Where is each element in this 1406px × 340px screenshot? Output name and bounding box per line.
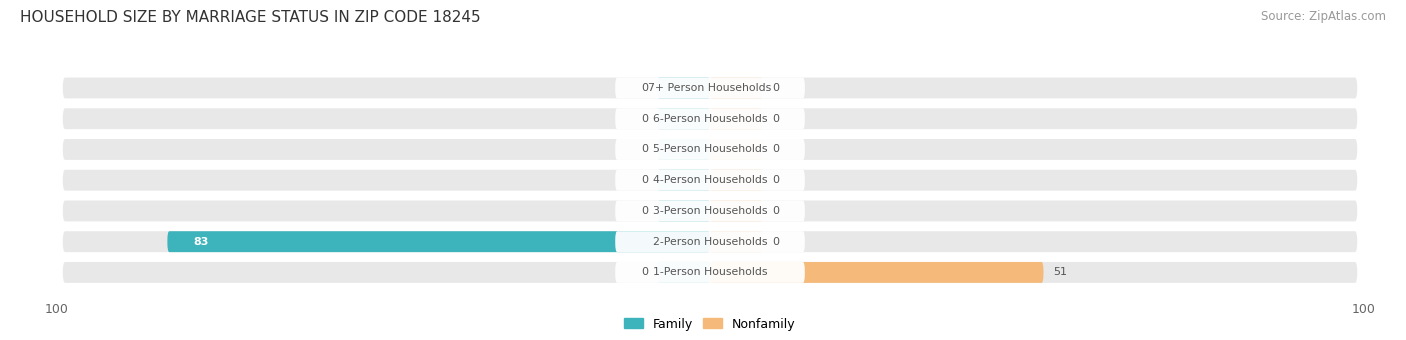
Text: 6-Person Households: 6-Person Households (652, 114, 768, 124)
Text: 83: 83 (194, 237, 209, 247)
Text: 0: 0 (772, 144, 779, 154)
FancyBboxPatch shape (63, 108, 1357, 129)
FancyBboxPatch shape (710, 262, 1043, 283)
FancyBboxPatch shape (63, 139, 1357, 160)
FancyBboxPatch shape (616, 78, 804, 99)
FancyBboxPatch shape (658, 139, 710, 160)
Text: 1-Person Households: 1-Person Households (652, 268, 768, 277)
FancyBboxPatch shape (710, 139, 762, 160)
FancyBboxPatch shape (63, 78, 1357, 99)
FancyBboxPatch shape (658, 78, 710, 99)
FancyBboxPatch shape (63, 201, 1357, 221)
FancyBboxPatch shape (63, 170, 1357, 191)
FancyBboxPatch shape (616, 170, 804, 191)
Text: 0: 0 (772, 237, 779, 247)
Text: 0: 0 (641, 175, 648, 185)
Text: 4-Person Households: 4-Person Households (652, 175, 768, 185)
FancyBboxPatch shape (616, 262, 804, 283)
FancyBboxPatch shape (710, 108, 762, 129)
Text: HOUSEHOLD SIZE BY MARRIAGE STATUS IN ZIP CODE 18245: HOUSEHOLD SIZE BY MARRIAGE STATUS IN ZIP… (20, 10, 481, 25)
Text: Source: ZipAtlas.com: Source: ZipAtlas.com (1261, 10, 1386, 23)
Text: 0: 0 (772, 206, 779, 216)
Legend: Family, Nonfamily: Family, Nonfamily (619, 312, 801, 336)
FancyBboxPatch shape (710, 231, 762, 252)
FancyBboxPatch shape (616, 201, 804, 221)
FancyBboxPatch shape (616, 108, 804, 129)
FancyBboxPatch shape (710, 170, 762, 191)
Text: 0: 0 (772, 114, 779, 124)
Text: 0: 0 (641, 268, 648, 277)
FancyBboxPatch shape (710, 201, 762, 221)
Text: 0: 0 (641, 206, 648, 216)
Text: 0: 0 (641, 144, 648, 154)
Text: 0: 0 (641, 114, 648, 124)
FancyBboxPatch shape (616, 139, 804, 160)
Text: 3-Person Households: 3-Person Households (652, 206, 768, 216)
Text: 0: 0 (772, 175, 779, 185)
Text: 2-Person Households: 2-Person Households (652, 237, 768, 247)
Text: 0: 0 (641, 83, 648, 93)
Text: 0: 0 (772, 83, 779, 93)
FancyBboxPatch shape (658, 262, 710, 283)
FancyBboxPatch shape (616, 231, 804, 252)
FancyBboxPatch shape (710, 78, 762, 99)
FancyBboxPatch shape (658, 170, 710, 191)
Text: 51: 51 (1053, 268, 1067, 277)
FancyBboxPatch shape (658, 201, 710, 221)
FancyBboxPatch shape (63, 262, 1357, 283)
FancyBboxPatch shape (63, 231, 1357, 252)
Text: 7+ Person Households: 7+ Person Households (648, 83, 772, 93)
FancyBboxPatch shape (658, 108, 710, 129)
FancyBboxPatch shape (167, 231, 710, 252)
Text: 5-Person Households: 5-Person Households (652, 144, 768, 154)
